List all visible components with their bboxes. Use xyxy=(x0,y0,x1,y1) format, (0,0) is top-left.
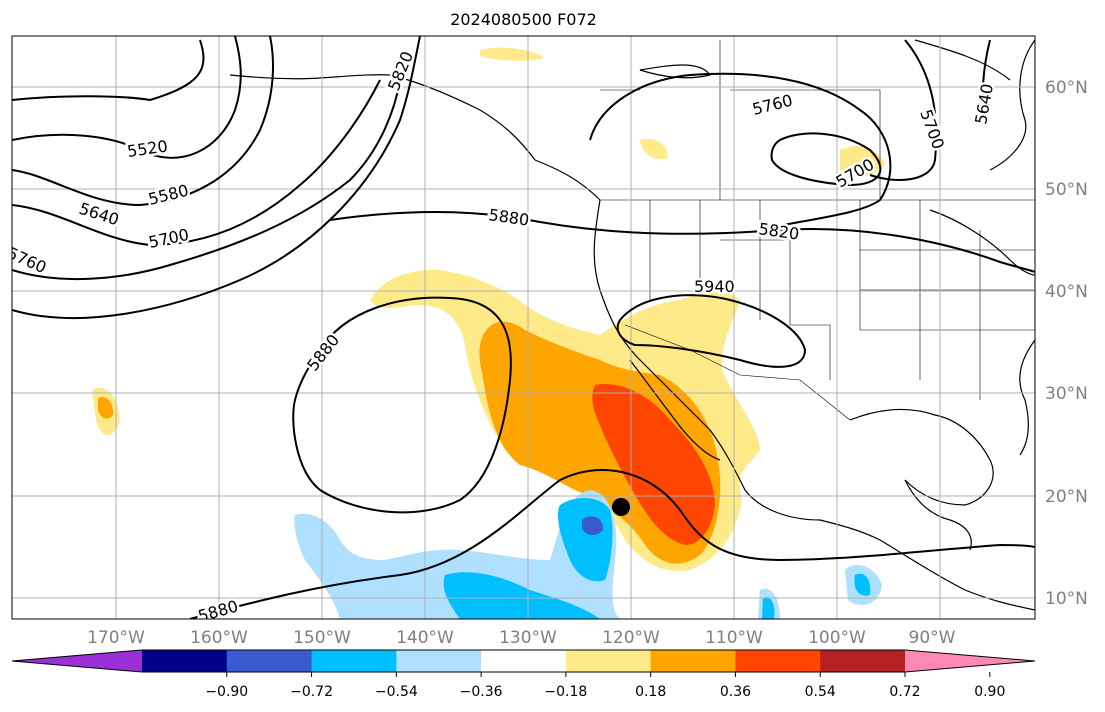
colorbar-segment xyxy=(820,650,906,672)
longitude-labels: 170°W 160°W 150°W 140°W 130°W 120°W 110°… xyxy=(87,628,956,648)
colorbar-tick-label: 0.54 xyxy=(805,684,836,700)
shade-light-blue xyxy=(294,490,620,619)
shade-red-orange xyxy=(592,384,715,545)
colorbar-tick-label: −0.54 xyxy=(375,684,418,700)
lat-label: 30°N xyxy=(1045,384,1088,404)
colorbar-segment xyxy=(311,650,397,672)
shade-orange-2 xyxy=(98,396,114,419)
latitude-labels: 60°N 50°N 40°N 30°N 20°N 10°N xyxy=(1045,78,1088,609)
colorbar-tick-label: −0.90 xyxy=(205,684,248,700)
coastlines xyxy=(229,39,1035,611)
colorbar-tick-label: −0.18 xyxy=(544,684,587,700)
colorbar-outline xyxy=(11,649,1036,673)
shade-sky-blue xyxy=(557,498,613,582)
lon-label: 170°W xyxy=(87,628,145,648)
lon-label: 150°W xyxy=(293,628,351,648)
shade-sky-blue-2 xyxy=(443,572,600,619)
colorbar-segment xyxy=(396,650,482,672)
contour-5880-south xyxy=(189,469,1035,619)
contour-5940 xyxy=(616,294,807,368)
lat-label: 40°N xyxy=(1045,282,1088,302)
shade-sky-blue-4 xyxy=(762,597,775,619)
colorbar-segment xyxy=(565,650,652,672)
contour-5880-loop xyxy=(292,296,512,514)
shade-light-yellow-3 xyxy=(640,138,668,160)
colorbar-tick-label: 0.72 xyxy=(889,684,920,700)
height-contours xyxy=(12,36,1035,619)
storm-marker xyxy=(612,498,630,516)
contour-5700 xyxy=(12,79,381,247)
contour-5520 xyxy=(12,39,205,102)
colorbar-segment xyxy=(481,650,567,672)
colorbar-tick-label: 0.18 xyxy=(635,684,666,700)
contour-5580 xyxy=(12,36,242,159)
lon-label: 120°W xyxy=(602,628,660,648)
contour-5640 xyxy=(12,36,274,207)
colorbar-tick-label: 0.90 xyxy=(974,684,1005,700)
lon-label: 100°W xyxy=(808,628,866,648)
lon-label: 130°W xyxy=(499,628,557,648)
political-boundaries xyxy=(600,40,1035,421)
contour-5760 xyxy=(12,79,401,281)
lat-label: 10°N xyxy=(1045,589,1088,609)
contour-5760-east xyxy=(770,132,882,187)
colorbar-segment xyxy=(226,650,313,672)
shade-royal-blue xyxy=(582,516,604,536)
lon-label: 110°W xyxy=(705,628,763,648)
colorbar-extend-high xyxy=(905,650,1035,672)
contour-5820-east xyxy=(589,72,892,231)
contour-5820-west xyxy=(12,36,421,319)
colorbar-tick-label: 0.36 xyxy=(720,684,751,700)
colorbar-segment xyxy=(650,650,736,672)
shade-sky-blue-3 xyxy=(854,573,871,596)
contour-5880-north xyxy=(329,211,1035,273)
contour-5640-east xyxy=(981,39,991,121)
colorbar-tick-label: −0.36 xyxy=(460,684,503,700)
lon-label: 90°W xyxy=(909,628,956,648)
gridlines xyxy=(12,36,1035,619)
colorbar: −0.90 −0.72 −0.54 −0.36 −0.18 0.18 0.36 0.54 0.7… xyxy=(11,649,1036,700)
colorbar-tick-label: −0.72 xyxy=(290,684,333,700)
plot-frame xyxy=(11,35,1036,620)
map-title: 2024080500 F072 xyxy=(450,10,597,29)
lat-label: 20°N xyxy=(1045,487,1088,507)
colorbar-segment xyxy=(142,650,228,672)
lon-label: 160°W xyxy=(190,628,248,648)
lon-label: 140°W xyxy=(396,628,454,648)
colorbar-segment xyxy=(735,650,821,672)
colorbar-extend-low xyxy=(12,650,142,672)
contour-label-5940: 5940 xyxy=(694,277,735,296)
lat-label: 60°N xyxy=(1045,78,1088,98)
shade-light-yellow-2 xyxy=(480,47,545,61)
contour-5700-east xyxy=(869,39,938,181)
lat-label: 50°N xyxy=(1045,180,1088,200)
